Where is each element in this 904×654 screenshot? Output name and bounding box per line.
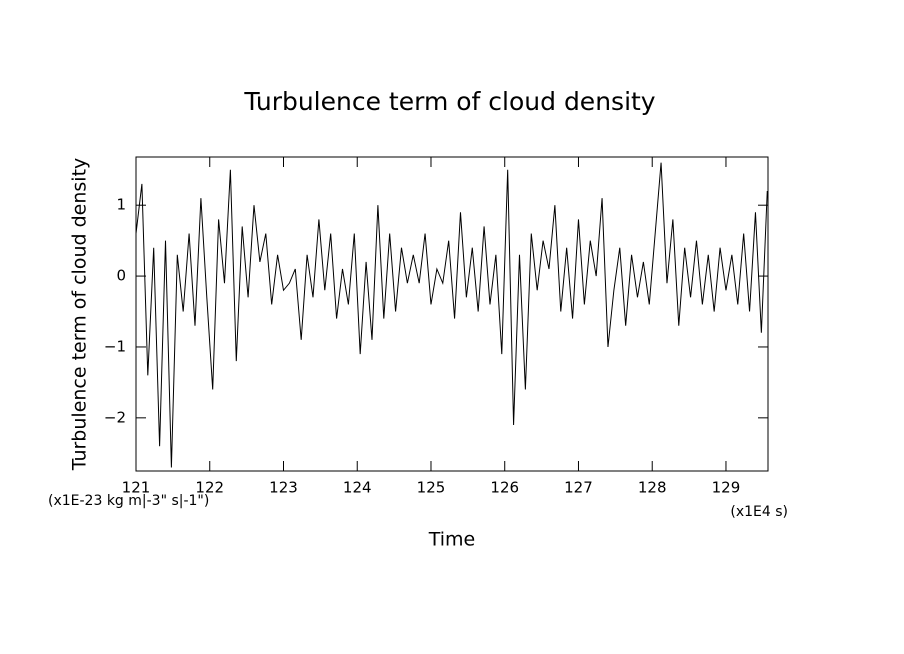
x-tick-label: 123 <box>269 479 298 497</box>
plot-frame <box>135 156 769 472</box>
x-tick-label: 121 <box>122 479 151 497</box>
data-line <box>135 162 768 468</box>
chart-title: Turbulence term of cloud density <box>243 87 655 116</box>
y-unit: (x1E-23 kg m|-3" s|-1") <box>48 493 209 509</box>
x-axis-label: Time <box>428 529 476 551</box>
y-tick-label: 1 <box>116 196 126 214</box>
y-axis-label: Turbulence term of cloud density <box>69 158 91 472</box>
x-tick-label: 125 <box>417 479 446 497</box>
y-tick-label: −1 <box>104 337 126 355</box>
x-tick-label: 124 <box>343 479 372 497</box>
y-tick-label: 0 <box>116 267 126 285</box>
x-tick-label: 126 <box>490 479 519 497</box>
x-unit: (x1E4 s) <box>730 504 788 520</box>
x-tick-label: 128 <box>638 479 667 497</box>
y-tick-label: −2 <box>104 408 126 426</box>
x-tick-label: 122 <box>195 479 224 497</box>
x-tick-label: 129 <box>712 479 741 497</box>
x-tick-label: 127 <box>564 479 593 497</box>
